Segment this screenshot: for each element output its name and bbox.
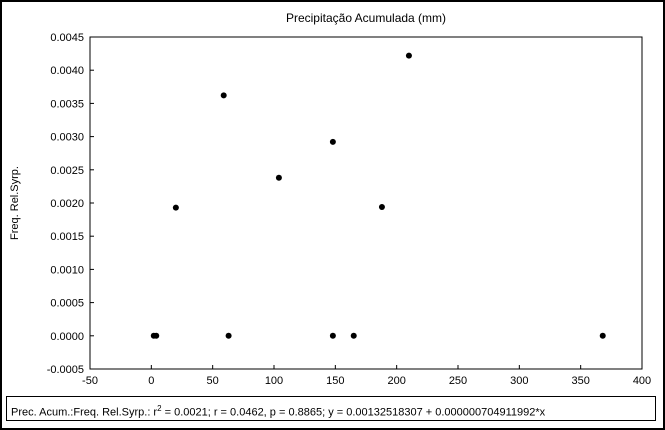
x-tick-label: 100 xyxy=(265,375,283,387)
scatter-point xyxy=(350,332,357,339)
y-tick-label: 0.0040 xyxy=(50,65,84,77)
y-tick-label: 0.0015 xyxy=(50,231,84,243)
y-tick-label: 0.0025 xyxy=(50,165,84,177)
x-tick-label: 400 xyxy=(633,375,651,387)
scatter-point xyxy=(275,174,282,181)
y-axis: -0.0005 0.0000 0.0005 0.0010 0.0015 0.0020 0.0… xyxy=(47,32,94,376)
y-tick-label: 0.0030 xyxy=(50,132,84,144)
y-tick-label: -0.0005 xyxy=(47,364,84,376)
regression-statistics: = 0.0021; r = 0.0462, p = 0.8865; y = 0.… xyxy=(161,406,546,419)
scatter-point xyxy=(225,332,232,339)
x-tick-label: 250 xyxy=(449,375,467,387)
data-points xyxy=(150,52,606,339)
y-tick-label: 0.0020 xyxy=(50,198,84,210)
scatter-point xyxy=(405,52,412,59)
regression-prefix: Prec. Acum.:Freq. Rel.Syrp.: r xyxy=(11,406,158,419)
scatter-point xyxy=(599,332,606,339)
y-tick-label: 0.0045 xyxy=(50,32,84,44)
scatter-point xyxy=(220,92,227,99)
scatter-point xyxy=(378,203,385,210)
y-tick-label: 0.0005 xyxy=(50,298,84,310)
x-tick-label: 0 xyxy=(148,375,154,387)
scatter-point xyxy=(153,332,160,339)
plot-area xyxy=(89,36,643,370)
scatter-point xyxy=(329,138,336,145)
x-tick-label: 350 xyxy=(571,375,589,387)
x-tick-label: 50 xyxy=(207,375,219,387)
scatter-point xyxy=(329,332,336,339)
chart-title: Precipitação Acumulada (mm) xyxy=(286,11,446,25)
x-tick-label: 200 xyxy=(387,375,405,387)
y-tick-label: 0.0000 xyxy=(50,331,84,343)
y-tick-label: 0.0035 xyxy=(50,98,84,110)
y-axis-label: Freq. Rel.Syrp. xyxy=(9,166,21,240)
regression-summary: Prec. Acum.:Freq. Rel.Syrp.: r2 = 0.0021… xyxy=(6,396,656,421)
regression-superscript: 2 xyxy=(157,404,162,413)
x-axis: -50 0 50 100 150 200 250 300 350 400 xyxy=(82,365,651,387)
x-tick-label: 150 xyxy=(326,375,344,387)
y-tick-label: 0.0010 xyxy=(50,264,84,276)
x-tick-label: 300 xyxy=(510,375,528,387)
scatter-point xyxy=(172,204,179,211)
x-tick-label: -50 xyxy=(82,375,98,387)
